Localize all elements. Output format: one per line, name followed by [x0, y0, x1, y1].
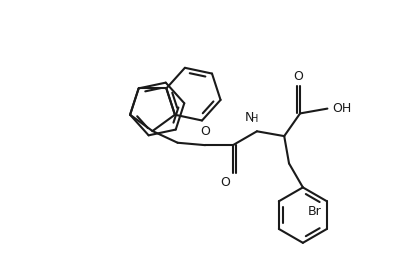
Text: N: N — [244, 111, 254, 124]
Text: Br: Br — [308, 205, 322, 218]
Text: O: O — [293, 70, 303, 83]
Text: OH: OH — [332, 102, 352, 115]
Text: H: H — [251, 114, 259, 124]
Text: O: O — [220, 176, 230, 189]
Text: O: O — [200, 125, 210, 138]
